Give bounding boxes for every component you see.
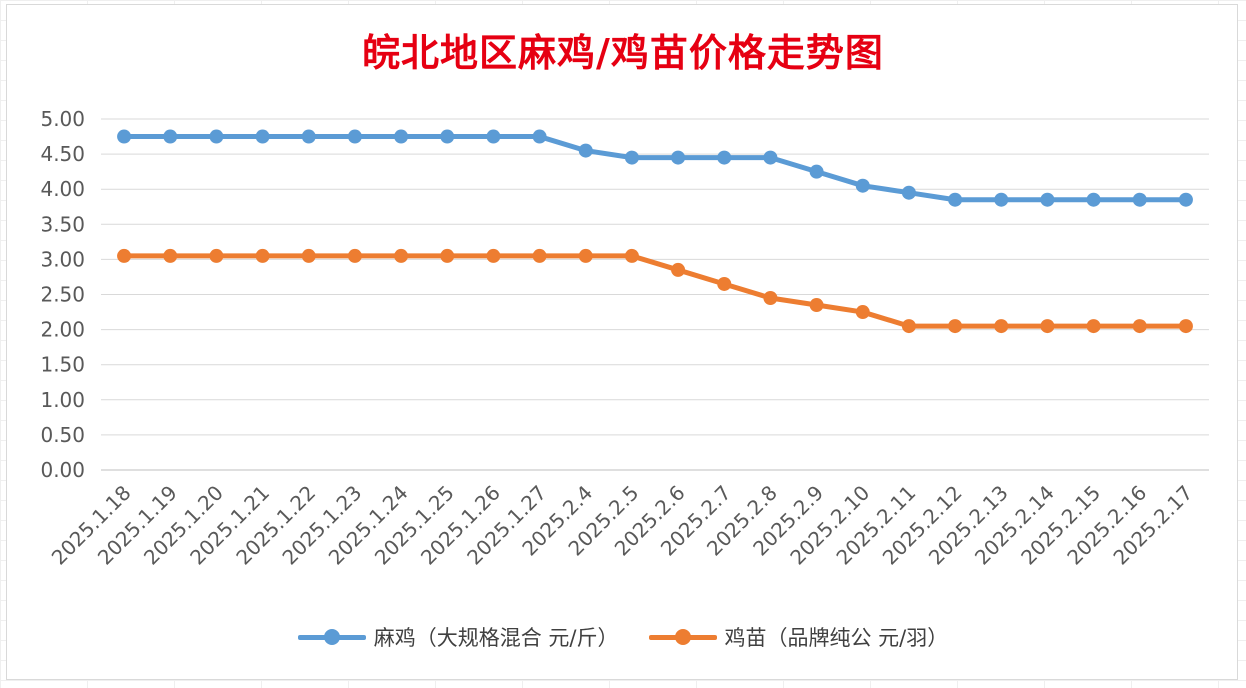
series-2-point: [1132, 319, 1147, 334]
series-2-point: [255, 248, 270, 263]
y-tick-label: 2.50: [40, 283, 85, 307]
legend: 麻鸡（大规格混合 元/斤） 鸡苗（品牌纯公 元/羽）: [0, 622, 1246, 652]
series-1-point: [809, 164, 824, 179]
series-2-point: [763, 291, 778, 306]
series-1-point: [578, 143, 593, 158]
y-tick-label: 0.00: [40, 458, 85, 482]
series-2-point: [717, 276, 732, 291]
series-2-point: [948, 319, 963, 334]
series-1-point: [763, 150, 778, 165]
series-1-point: [440, 129, 455, 144]
chart-area[interactable]: [6, 4, 1238, 680]
series-line-2: [121, 253, 1189, 329]
series-1-point: [1178, 192, 1193, 207]
series-line-1: [121, 134, 1189, 203]
series-1-point: [855, 178, 870, 193]
series-2-point: [301, 248, 316, 263]
legend-item-series-1[interactable]: 麻鸡（大规格混合 元/斤）: [297, 622, 619, 652]
legend-marker-1: [323, 629, 340, 645]
series-2-point: [532, 248, 547, 263]
series-2-point: [394, 248, 409, 263]
series-2-point: [855, 305, 870, 320]
series-1-point: [163, 129, 178, 144]
series-2-point: [624, 248, 639, 263]
series-2-point: [671, 262, 686, 277]
series-1-point: [117, 129, 132, 144]
y-tick-label: 5.00: [40, 107, 85, 131]
series-1-point: [624, 150, 639, 165]
y-tick-label: 2.00: [40, 318, 85, 342]
series-1-point: [394, 129, 409, 144]
series-2-point: [901, 319, 916, 334]
series-1-point: [994, 192, 1009, 207]
legend-label-2: 鸡苗（品牌纯公 元/羽）: [724, 626, 949, 650]
series-1-point: [948, 192, 963, 207]
series-1-point: [671, 150, 686, 165]
series-2-point: [809, 298, 824, 313]
series-2-point: [440, 248, 455, 263]
series-1-point: [532, 129, 547, 144]
y-tick-label: 0.50: [40, 423, 85, 447]
series-2-point: [994, 319, 1009, 334]
series-1-point: [301, 129, 316, 144]
series-1-point: [486, 129, 501, 144]
legend-swatch-1: [297, 627, 366, 647]
legend-marker-2: [674, 629, 691, 645]
series-1-point: [1040, 192, 1055, 207]
y-tick-label: 1.00: [40, 388, 85, 412]
series-1-point: [1132, 192, 1147, 207]
series-2-point: [1040, 319, 1055, 334]
y-tick-label: 1.50: [40, 353, 85, 377]
series-1-point: [717, 150, 732, 165]
series-2-point: [486, 248, 501, 263]
chart-title: 皖北地区麻鸡/鸡苗价格走势图: [362, 30, 884, 75]
y-tick-label: 4.00: [40, 177, 85, 201]
y-tick-label: 4.50: [40, 142, 85, 166]
y-tick-label: 3.50: [40, 212, 85, 236]
legend-label-1: 麻鸡（大规格混合 元/斤）: [373, 626, 619, 650]
series-1-point: [901, 185, 916, 200]
series-1-point: [347, 129, 362, 144]
series-2-point: [347, 248, 362, 263]
series-1-point: [209, 129, 224, 144]
legend-item-series-2[interactable]: 鸡苗（品牌纯公 元/羽）: [648, 622, 949, 652]
series-1-point: [255, 129, 270, 144]
series-2-point: [1178, 319, 1193, 334]
series-2-point: [578, 248, 593, 263]
legend-swatch-2: [648, 627, 717, 647]
series-1-point: [1086, 192, 1101, 207]
series-2-point: [1086, 319, 1101, 334]
series-2-point: [209, 248, 224, 263]
series-2-point: [117, 248, 132, 263]
y-tick-label: 3.00: [40, 247, 85, 271]
series-2-point: [163, 248, 178, 263]
